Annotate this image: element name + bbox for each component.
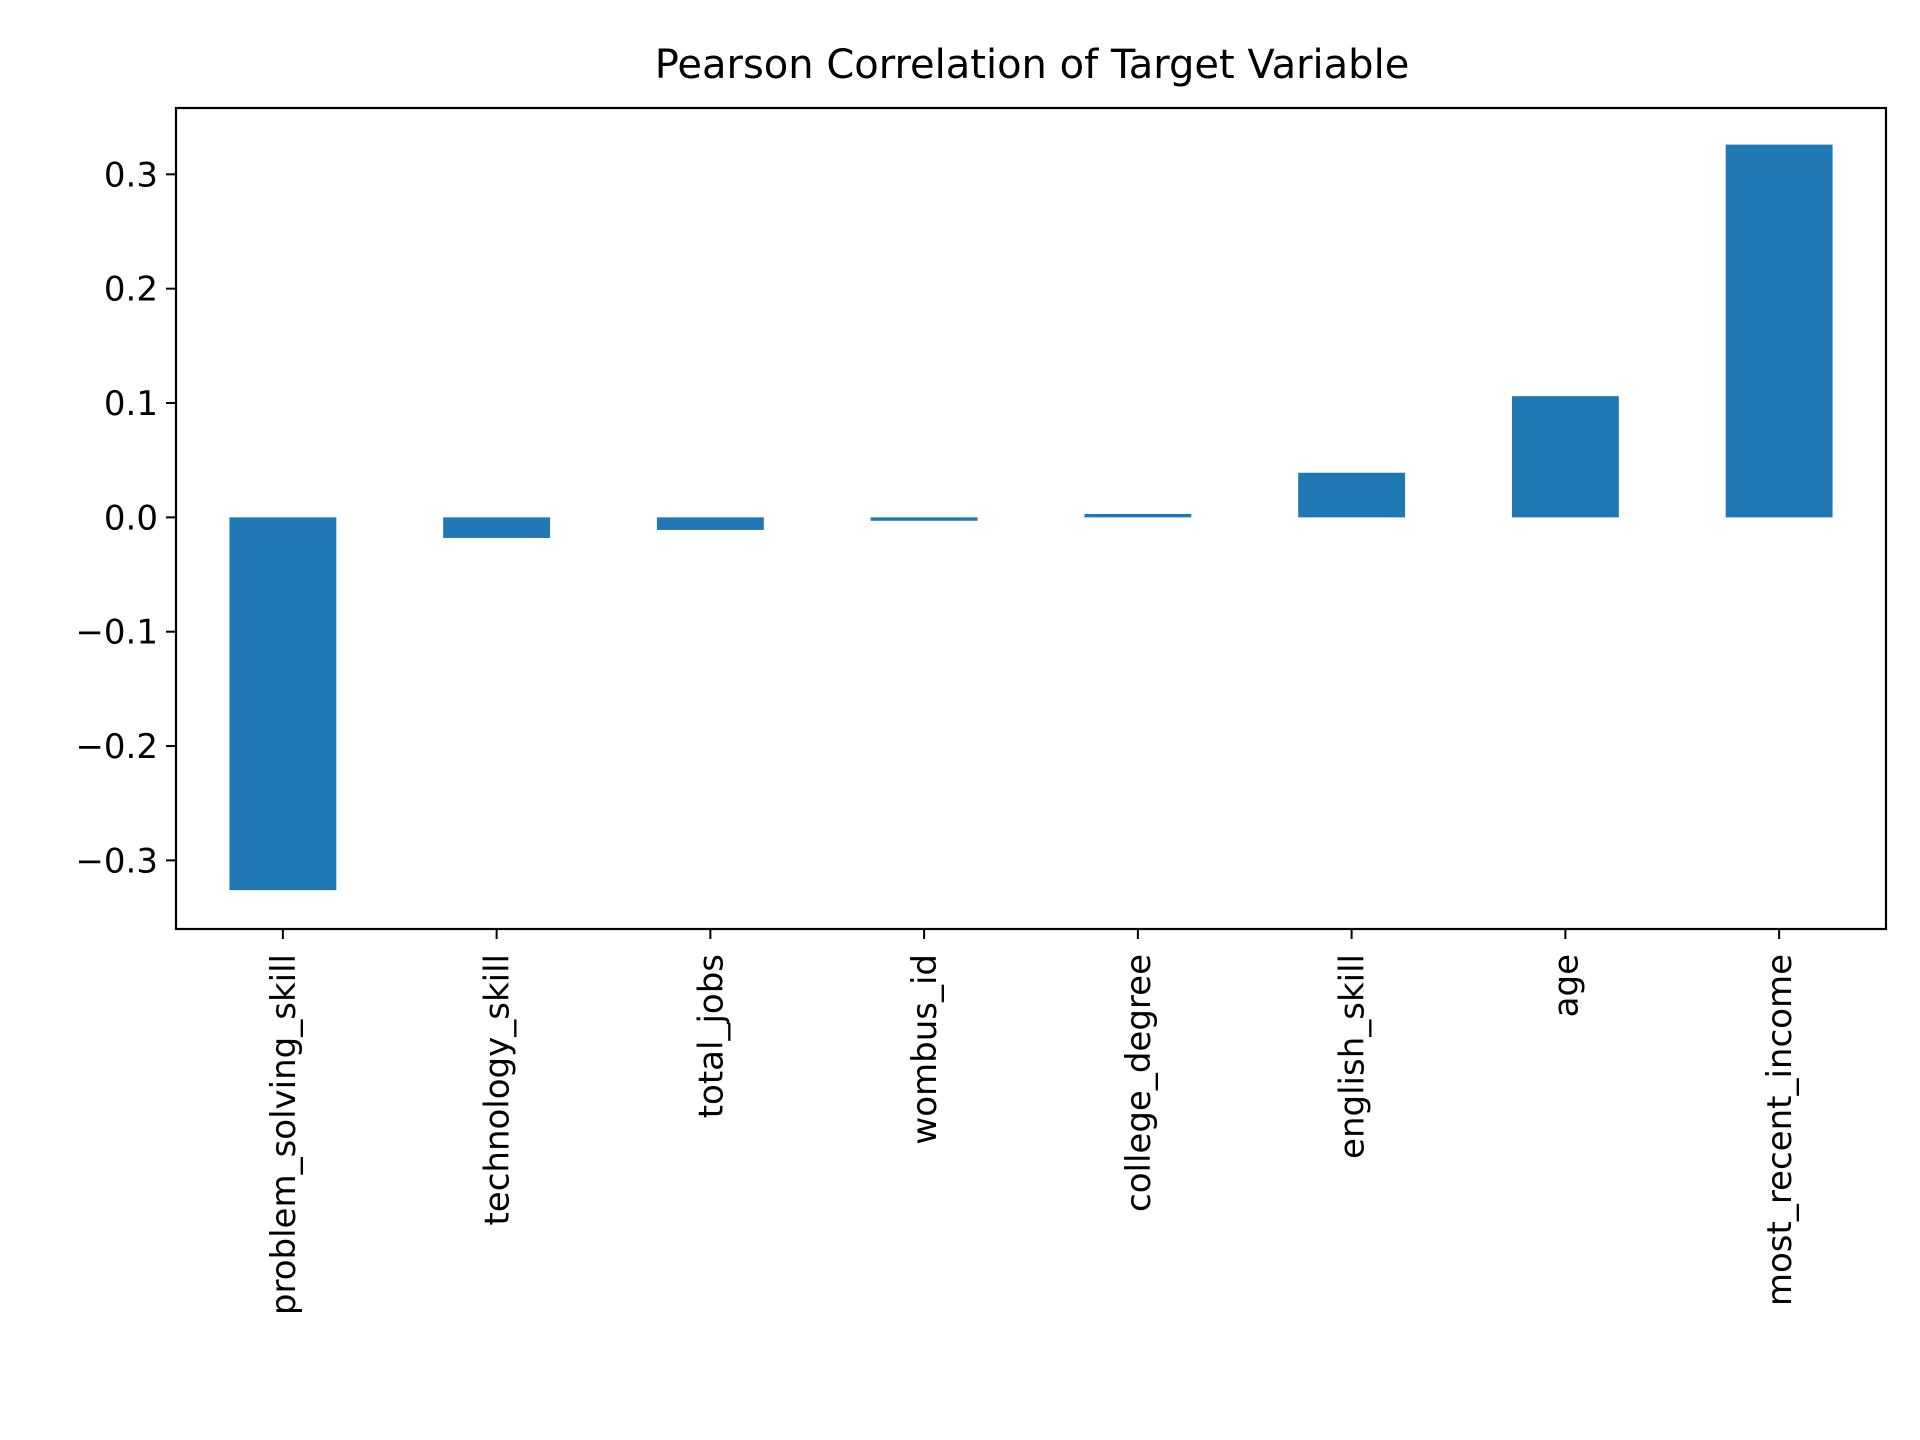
x-tick-label: english_skill <box>1333 954 1373 1159</box>
bar-college-degree <box>1084 513 1192 518</box>
x-tick-label: wombus_id <box>905 954 945 1145</box>
bar-age <box>1511 396 1619 518</box>
x-tick-label: technology_skill <box>478 954 518 1226</box>
axis-ticks: −0.3 −0.2 −0.1 0.0 0.1 0.2 0.3 problem_solving_… <box>75 155 1800 1315</box>
y-tick-label: 0.0 <box>104 498 158 538</box>
x-tick-label: total_jobs <box>691 954 731 1118</box>
bar-wombus-id <box>870 517 978 521</box>
bar-english-skill <box>1298 472 1406 518</box>
y-tick-label: 0.2 <box>104 270 158 310</box>
x-tick-label: age <box>1546 954 1586 1017</box>
bars <box>229 144 1833 891</box>
x-tick-label: college_degree <box>1119 954 1159 1212</box>
bar-total-jobs <box>656 517 764 530</box>
y-tick-label: 0.1 <box>104 384 158 424</box>
bar-most-recent-income <box>1725 144 1833 518</box>
x-tick-label: most_recent_income <box>1760 954 1800 1306</box>
y-tick-label: −0.3 <box>75 841 158 881</box>
y-tick-label: −0.1 <box>75 613 158 653</box>
bar-problem-solving-skill <box>229 517 337 891</box>
bar-technology-skill <box>443 517 551 538</box>
y-tick-label: −0.2 <box>75 727 158 767</box>
chart-title: Pearson Correlation of Target Variable <box>655 42 1410 88</box>
y-tick-label: 0.3 <box>104 155 158 195</box>
x-tick-label: problem_solving_skill <box>264 954 304 1315</box>
plot-frame <box>174 106 1888 931</box>
